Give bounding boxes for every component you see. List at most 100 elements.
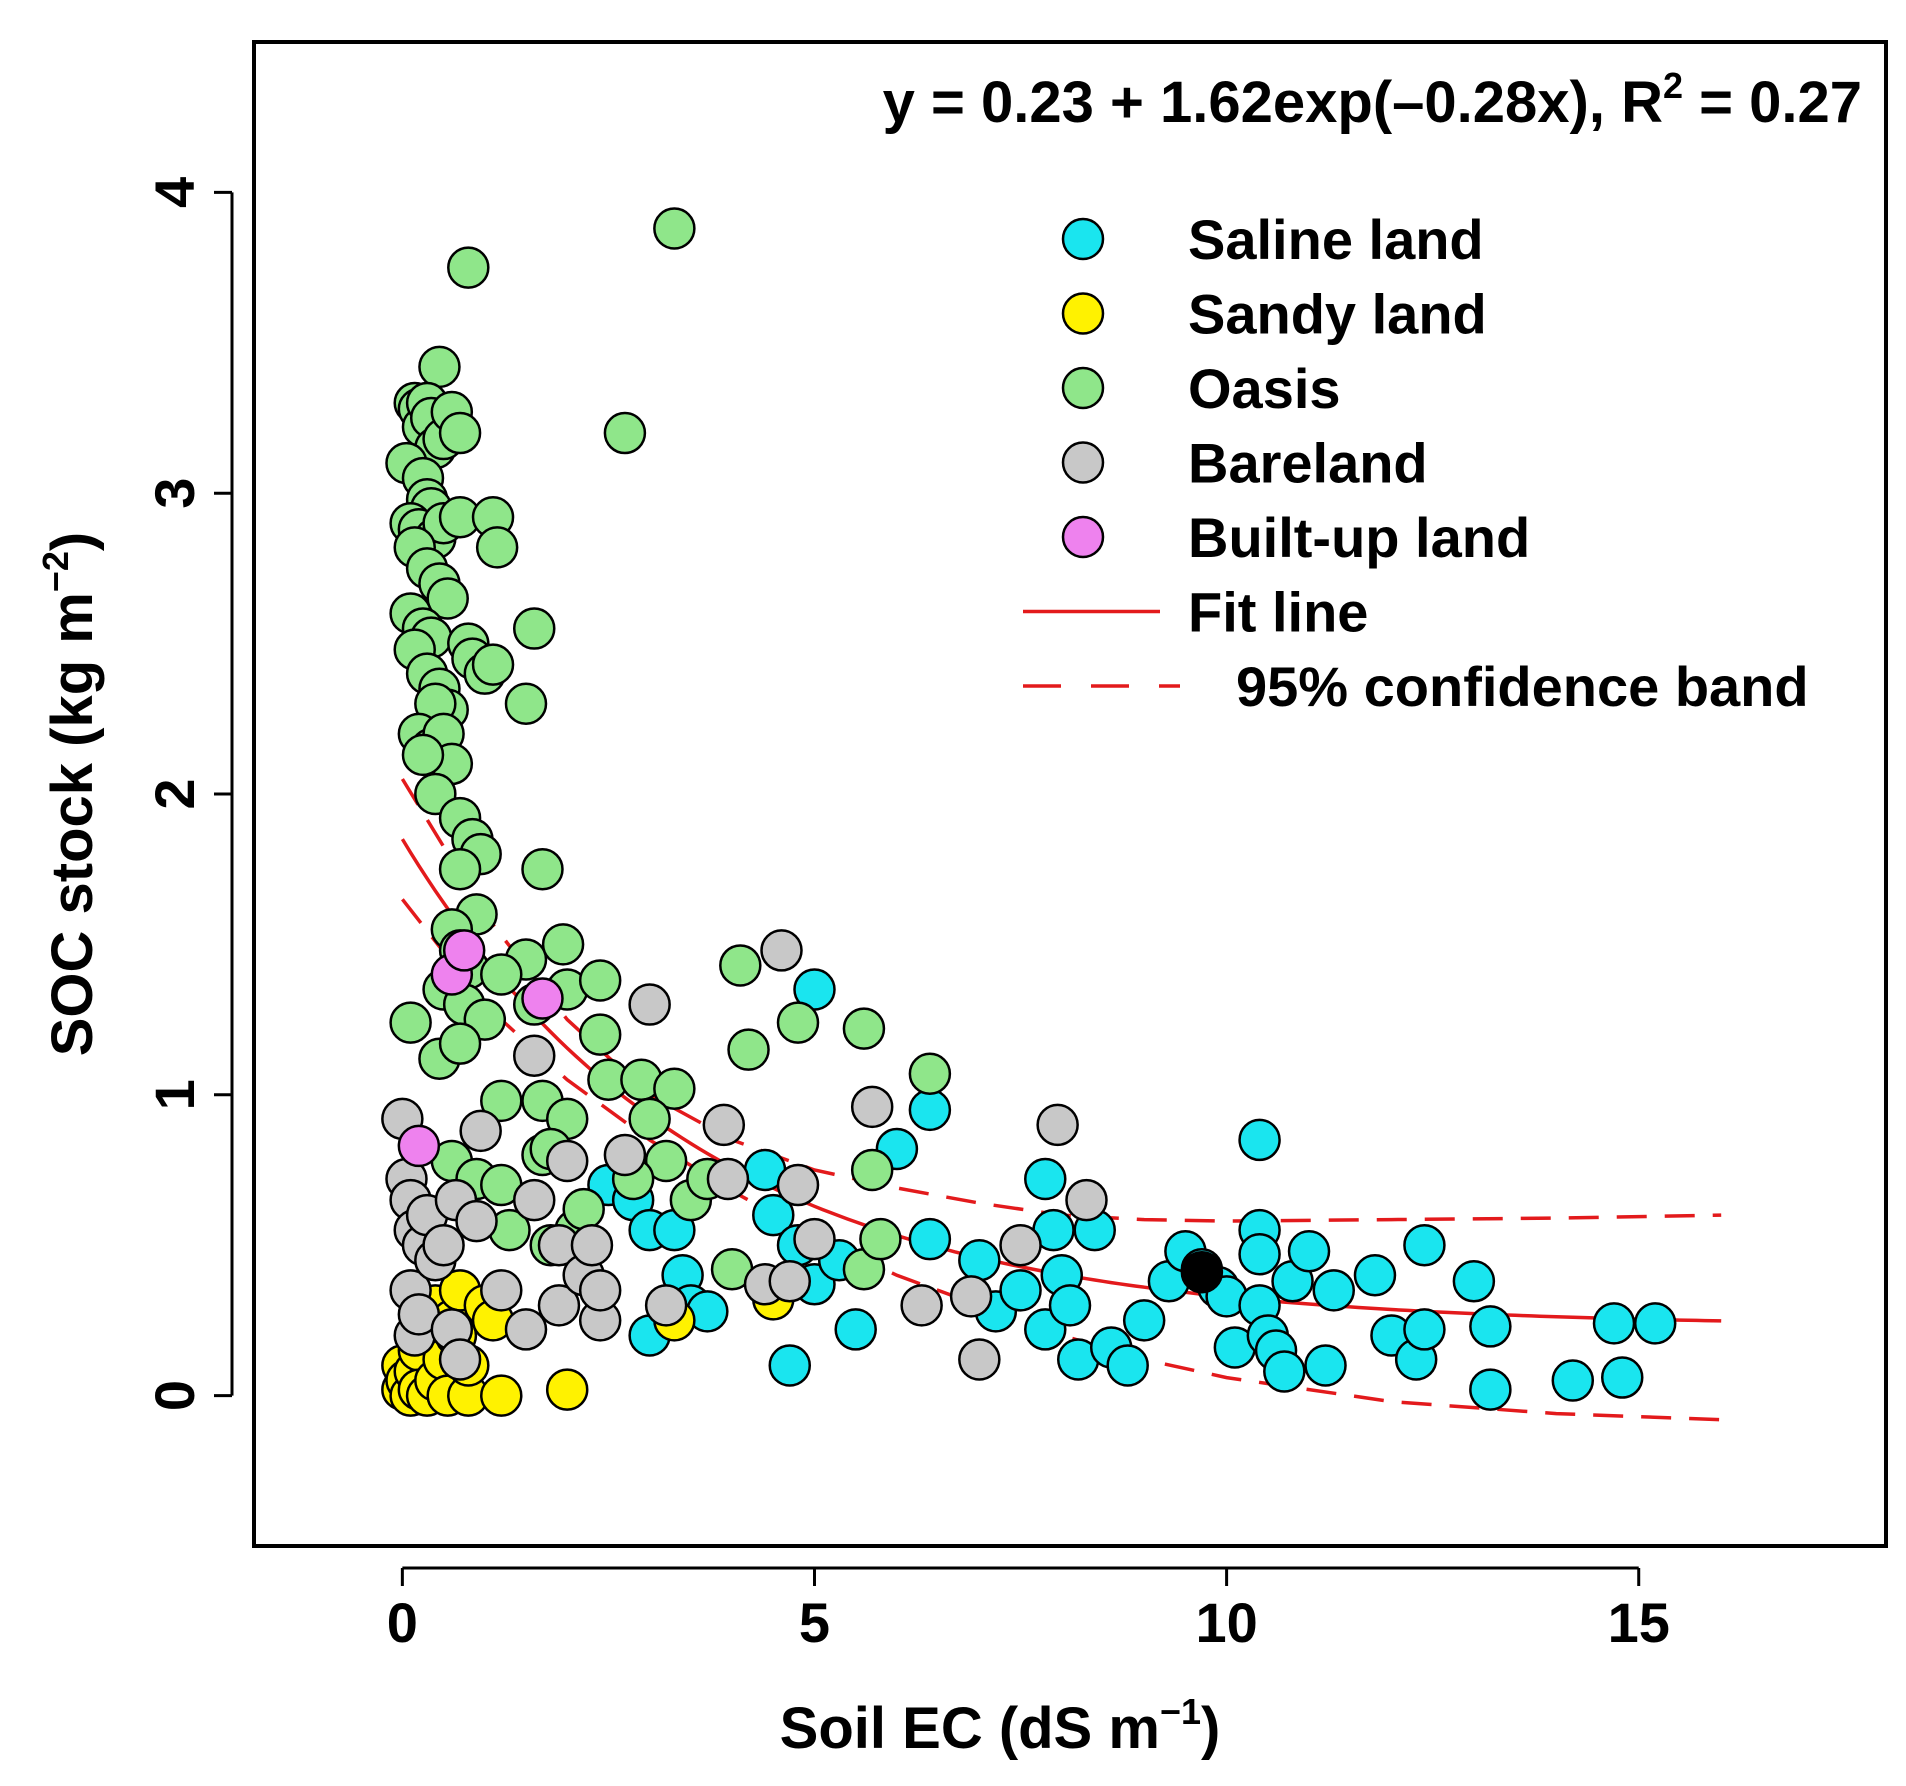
point-oasis xyxy=(603,411,647,455)
point-bareland xyxy=(949,1275,993,1318)
point-saline-land xyxy=(1312,1269,1356,1312)
point-saline-land xyxy=(1122,1299,1166,1342)
y-tick-label: 3 xyxy=(143,478,206,509)
point-bareland xyxy=(644,1284,688,1327)
point-saline-land xyxy=(1469,1368,1512,1411)
legend-label-bareland: Bareland xyxy=(1188,432,1428,495)
point-bareland xyxy=(900,1284,943,1327)
point-bareland xyxy=(438,1338,482,1381)
x-tick-label: 5 xyxy=(799,1591,830,1654)
point-sandy-land xyxy=(545,1368,589,1411)
legend-label-sandy-land: Sandy land xyxy=(1188,283,1487,346)
point-oasis xyxy=(418,345,461,389)
point-bareland xyxy=(537,1284,581,1327)
point-bareland xyxy=(603,1133,647,1177)
point-built-up-land xyxy=(521,977,564,1020)
point-saline-land xyxy=(958,1238,1001,1282)
legend-marker-oasis xyxy=(1061,366,1105,410)
point-oasis xyxy=(401,733,445,777)
point-saline-land xyxy=(1238,1118,1281,1162)
legend-marker-sandy-land xyxy=(1061,292,1105,335)
y-axis-title: SOC stock (kg m−2) xyxy=(35,532,105,1057)
point-saline-land xyxy=(1551,1359,1595,1402)
point-saline-land xyxy=(834,1308,877,1351)
point-saline-land xyxy=(1304,1344,1347,1387)
legend-marker-bareland xyxy=(1061,441,1105,484)
point-bareland xyxy=(793,1217,836,1261)
point-oasis xyxy=(541,923,585,966)
point-bareland xyxy=(422,1223,465,1267)
point-bareland xyxy=(512,1178,556,1222)
point-bareland xyxy=(570,1223,614,1267)
point-saline-land xyxy=(1592,1302,1636,1345)
y-tick-label: 4 xyxy=(143,177,206,208)
point-saline-land xyxy=(768,1344,812,1387)
x-axis: 0 5 10 15 xyxy=(387,1566,1670,1654)
point-saline-land xyxy=(908,1217,952,1261)
y-axis: 0 1 2 3 4 xyxy=(143,177,234,1411)
point-oasis xyxy=(653,207,696,250)
point-bareland xyxy=(455,1199,498,1243)
point-bareland xyxy=(578,1269,622,1312)
legend-label-fit-line: Fit line xyxy=(1188,581,1368,644)
data-points-group xyxy=(381,207,1677,1417)
point-oasis xyxy=(628,1097,671,1141)
legend-label-oasis: Oasis xyxy=(1188,357,1341,420)
point-saline-land xyxy=(1106,1344,1149,1387)
y-tick-label: 1 xyxy=(143,1079,206,1110)
point-bareland xyxy=(1065,1178,1108,1222)
point-oasis xyxy=(438,847,482,891)
y-tick-label: 2 xyxy=(143,778,206,809)
legend-label-saline-land: Saline land xyxy=(1188,208,1484,271)
legend-label-built-up-land: Built-up land xyxy=(1188,506,1530,569)
point-bareland xyxy=(459,1109,502,1153)
point-oasis xyxy=(859,1217,902,1261)
point-saline-land xyxy=(1633,1302,1677,1345)
point-bareland xyxy=(702,1103,746,1147)
point-oasis xyxy=(653,1067,696,1111)
point-oasis xyxy=(719,944,762,987)
point-saline-land xyxy=(908,1088,952,1132)
point-oasis xyxy=(426,577,469,620)
point-bareland xyxy=(1036,1103,1079,1147)
point-oasis xyxy=(578,1013,622,1056)
point-oasis xyxy=(447,246,490,289)
point-bareland xyxy=(850,1085,894,1129)
point-oasis xyxy=(504,682,548,726)
point-bareland xyxy=(776,1163,820,1207)
y-tick-label: 0 xyxy=(143,1380,206,1411)
point-oasis xyxy=(727,1028,770,1071)
point-sandy-land xyxy=(480,1374,523,1417)
point-bareland xyxy=(545,1139,589,1183)
point-oasis xyxy=(471,643,515,686)
x-tick-label: 15 xyxy=(1608,1591,1670,1654)
point-bareland xyxy=(958,1338,1001,1381)
point-oasis xyxy=(776,1001,820,1044)
point-saline-land xyxy=(1024,1157,1067,1201)
confidence-band-lower xyxy=(401,898,1722,1422)
point-oasis xyxy=(521,847,564,891)
point-bareland xyxy=(628,983,671,1026)
point-saline-land xyxy=(1452,1260,1496,1303)
point-oasis xyxy=(480,953,523,996)
point-bareland xyxy=(706,1157,750,1201)
legend: Saline land Sandy land Oasis Bareland Built-… xyxy=(1023,208,1809,718)
point-saline-land xyxy=(752,1193,795,1237)
point-built-up-land xyxy=(397,1124,441,1168)
point-saline-land xyxy=(1238,1232,1281,1276)
point-bareland xyxy=(504,1308,548,1351)
point-oasis xyxy=(438,411,482,455)
point-saline-land xyxy=(1048,1284,1092,1327)
point-saline-land xyxy=(1403,1308,1446,1351)
point-saline-land xyxy=(1403,1223,1446,1267)
legend-marker-saline-land xyxy=(1061,217,1105,261)
fit-equation: y = 0.23 + 1.62exp(–0.28x), R2 = 0.27 xyxy=(883,65,1862,135)
point-oasis xyxy=(644,1139,688,1183)
point-oasis xyxy=(578,959,622,1002)
legend-label-95-confidence-band: 95% confidence band xyxy=(1236,655,1809,718)
point-bareland xyxy=(760,929,803,972)
point-saline-land xyxy=(1469,1305,1512,1348)
legend-marker-built-up-land xyxy=(1061,515,1105,559)
point-saline-land xyxy=(1263,1350,1306,1393)
